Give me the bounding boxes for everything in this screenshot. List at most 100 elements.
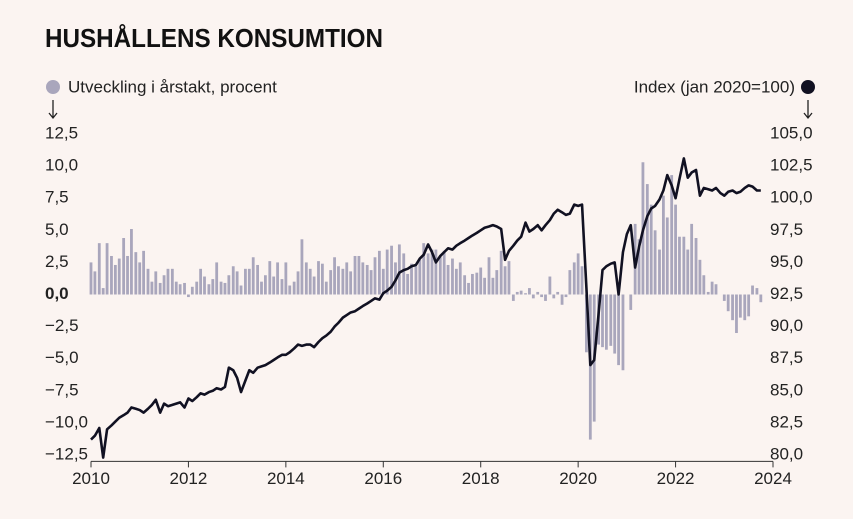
bar xyxy=(446,264,450,295)
legend-marker xyxy=(801,80,815,94)
bar xyxy=(187,294,190,298)
bar xyxy=(349,271,353,295)
bar xyxy=(491,277,495,295)
y2-tick-label: 82,5 xyxy=(770,412,803,431)
y2-tick-label: 100,0 xyxy=(770,188,813,207)
bar xyxy=(130,229,133,295)
bar xyxy=(645,184,649,295)
x-tick-label: 2010 xyxy=(72,469,110,488)
bar xyxy=(572,262,576,295)
bar xyxy=(97,243,101,295)
bar xyxy=(552,294,556,299)
legend-marker xyxy=(46,80,60,94)
bar xyxy=(190,286,194,295)
bar xyxy=(483,277,487,295)
y-tick-label: 7,5 xyxy=(45,188,69,207)
bar xyxy=(434,249,438,295)
bar xyxy=(731,294,734,321)
bar xyxy=(263,275,267,295)
y-tick-label: −2,5 xyxy=(45,316,79,335)
y-tick-label: 0,0 xyxy=(45,284,69,303)
bar xyxy=(649,204,653,295)
bar xyxy=(410,263,413,295)
bar xyxy=(585,294,588,353)
bar xyxy=(284,262,288,295)
y-tick-label: −12,5 xyxy=(45,444,88,463)
bar xyxy=(475,272,479,295)
bar xyxy=(418,259,422,295)
bar xyxy=(365,264,369,295)
bar xyxy=(661,195,665,295)
x-tick-label: 2016 xyxy=(364,469,402,488)
bar xyxy=(601,294,604,348)
bar xyxy=(215,262,219,295)
bar xyxy=(381,268,385,295)
bar xyxy=(126,255,129,295)
bar xyxy=(296,271,300,295)
bar xyxy=(361,262,365,295)
bar xyxy=(686,249,690,295)
bar xyxy=(442,250,446,295)
bar xyxy=(134,252,138,295)
bar xyxy=(183,282,186,295)
bar xyxy=(690,223,694,295)
bar xyxy=(694,238,698,295)
y-tick-label: −10,0 xyxy=(45,412,88,431)
y-tick-label: −7,5 xyxy=(45,380,79,399)
bar xyxy=(702,275,706,295)
bar xyxy=(467,282,470,295)
bar xyxy=(548,276,552,295)
bar xyxy=(487,257,491,295)
bar xyxy=(219,281,223,295)
bar xyxy=(621,294,625,371)
bar xyxy=(329,270,333,295)
bar xyxy=(256,264,260,295)
bar xyxy=(414,266,418,295)
bar xyxy=(239,285,243,295)
bar xyxy=(105,243,109,295)
bar xyxy=(544,294,547,301)
bar xyxy=(617,294,620,366)
bar xyxy=(406,273,410,295)
x-tick-label: 2024 xyxy=(754,469,792,488)
bar xyxy=(637,239,641,295)
bar xyxy=(738,294,742,318)
bar xyxy=(430,249,434,295)
legend-label: Index (jan 2020=100) xyxy=(634,77,795,96)
bar xyxy=(113,264,117,295)
y-tick-label: 12,5 xyxy=(45,124,78,143)
bar xyxy=(357,255,361,295)
bar xyxy=(670,175,674,295)
bar xyxy=(276,262,279,295)
bar xyxy=(260,281,263,295)
bar xyxy=(324,281,328,295)
bar xyxy=(503,266,507,295)
bar xyxy=(158,282,162,295)
y2-tick-label: 102,5 xyxy=(770,156,813,175)
bar xyxy=(726,294,730,312)
bar xyxy=(735,294,738,334)
bar xyxy=(154,271,158,295)
bar xyxy=(755,288,759,295)
bar xyxy=(422,243,426,295)
bar xyxy=(174,281,178,295)
bar xyxy=(580,266,584,295)
bar xyxy=(211,279,215,295)
bar xyxy=(93,271,97,295)
bar xyxy=(170,268,174,295)
bar xyxy=(536,291,540,295)
bar xyxy=(377,250,381,295)
bar xyxy=(122,238,126,295)
y2-tick-label: 90,0 xyxy=(770,316,803,335)
bar xyxy=(706,291,710,295)
y2-tick-label: 92,5 xyxy=(770,284,803,303)
line xyxy=(90,157,761,459)
x-tick-label: 2012 xyxy=(170,469,208,488)
bar xyxy=(353,255,357,295)
bar xyxy=(268,261,272,295)
bar xyxy=(682,236,686,295)
y2-tick-label: 105,0 xyxy=(770,124,813,143)
bar xyxy=(463,275,467,295)
bar xyxy=(665,217,669,295)
bar xyxy=(658,249,661,295)
